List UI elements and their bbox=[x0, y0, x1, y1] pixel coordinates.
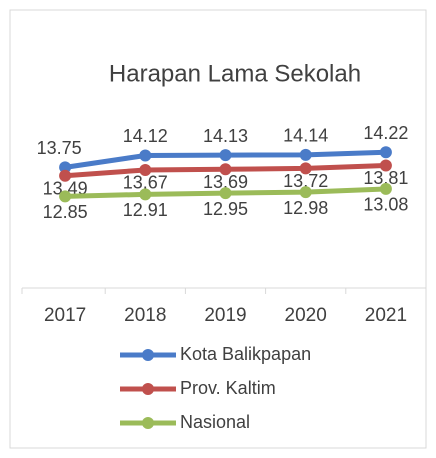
legend-marker bbox=[142, 349, 154, 361]
marker bbox=[139, 188, 152, 201]
chart-title: Harapan Lama Sekolah bbox=[109, 60, 361, 87]
x-tick-label: 2018 bbox=[124, 305, 166, 326]
x-tick-label: 2017 bbox=[44, 305, 86, 326]
marker bbox=[59, 190, 72, 203]
legend-marker bbox=[142, 417, 154, 429]
marker bbox=[219, 163, 232, 176]
data-label: 14.13 bbox=[203, 126, 248, 146]
data-label: 13.49 bbox=[43, 178, 88, 198]
marker bbox=[379, 182, 392, 195]
x-tick-label: 2019 bbox=[204, 305, 246, 326]
marker bbox=[299, 186, 312, 199]
legend-marker bbox=[142, 383, 154, 395]
data-label: 12.95 bbox=[203, 199, 248, 219]
data-label: 13.75 bbox=[37, 138, 82, 158]
data-label: 14.12 bbox=[123, 126, 168, 146]
chart-border bbox=[9, 9, 427, 449]
data-label: 13.08 bbox=[363, 195, 408, 215]
legend-label: Kota Balikpapan bbox=[180, 344, 311, 364]
marker bbox=[379, 159, 392, 172]
data-label: 13.81 bbox=[363, 168, 408, 188]
data-label: 12.98 bbox=[283, 198, 328, 218]
marker bbox=[139, 163, 152, 176]
data-label: 12.91 bbox=[123, 200, 168, 220]
x-tick-label: 2020 bbox=[285, 305, 327, 326]
legend-label: Nasional bbox=[180, 412, 250, 432]
data-label: 13.72 bbox=[283, 171, 328, 191]
marker bbox=[219, 149, 232, 162]
x-tick-label: 2021 bbox=[365, 305, 407, 326]
marker bbox=[219, 187, 232, 200]
data-label: 12.85 bbox=[43, 202, 88, 222]
marker bbox=[59, 169, 72, 182]
data-label: 14.22 bbox=[363, 123, 408, 143]
marker bbox=[139, 149, 152, 162]
marker bbox=[299, 162, 312, 175]
marker bbox=[379, 146, 392, 159]
data-label: 13.69 bbox=[203, 172, 248, 192]
marker bbox=[59, 161, 72, 174]
legend-label: Prov. Kaltim bbox=[180, 378, 276, 398]
marker bbox=[299, 148, 312, 161]
data-label: 14.14 bbox=[283, 126, 328, 146]
data-label: 13.67 bbox=[123, 173, 168, 193]
